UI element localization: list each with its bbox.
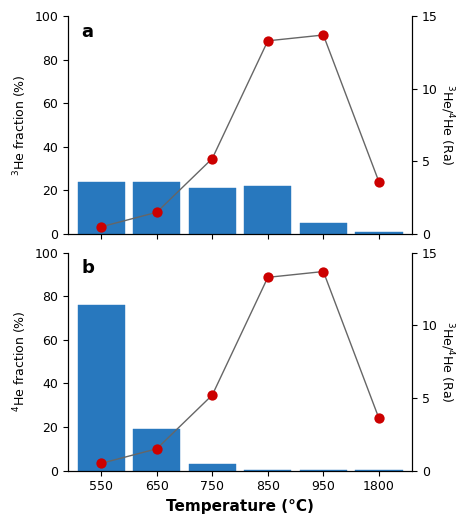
- Point: [375, 177, 382, 186]
- Text: a: a: [82, 23, 94, 40]
- Point: [264, 273, 271, 281]
- Bar: [78, 305, 125, 470]
- Bar: [78, 182, 125, 234]
- Bar: [133, 182, 180, 234]
- Point: [153, 445, 161, 453]
- Bar: [189, 464, 236, 470]
- Bar: [300, 469, 347, 470]
- Bar: [133, 429, 180, 470]
- Bar: [244, 469, 291, 470]
- Point: [264, 37, 271, 45]
- Point: [153, 208, 161, 216]
- Point: [209, 154, 216, 163]
- Bar: [300, 223, 347, 234]
- X-axis label: Temperature (°C): Temperature (°C): [166, 499, 314, 514]
- Point: [209, 391, 216, 399]
- Point: [319, 267, 327, 276]
- Y-axis label: $^{3}$He/$^{4}$He (Ra): $^{3}$He/$^{4}$He (Ra): [439, 85, 456, 166]
- Y-axis label: $^{4}$He fraction (%): $^{4}$He fraction (%): [11, 311, 28, 413]
- Point: [98, 223, 105, 231]
- Point: [98, 459, 105, 468]
- Bar: [189, 188, 236, 234]
- Point: [319, 31, 327, 39]
- Y-axis label: $^{3}$He fraction (%): $^{3}$He fraction (%): [11, 74, 28, 176]
- Bar: [355, 232, 403, 234]
- Y-axis label: $^{3}$He/$^{4}$He (Ra): $^{3}$He/$^{4}$He (Ra): [439, 321, 456, 402]
- Bar: [244, 186, 291, 234]
- Text: b: b: [82, 259, 94, 277]
- Point: [375, 414, 382, 423]
